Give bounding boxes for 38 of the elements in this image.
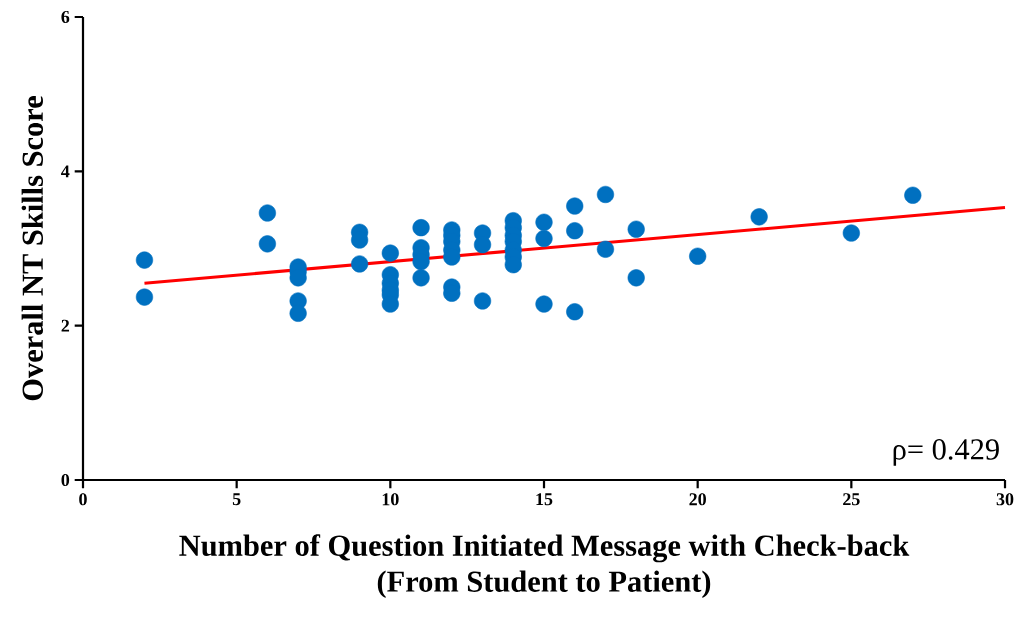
point [412, 269, 430, 287]
point [535, 295, 553, 313]
x-tick-label: 10 [382, 493, 399, 506]
point [535, 213, 553, 231]
x-tick-label: 15 [536, 493, 553, 506]
point [566, 222, 584, 240]
point [258, 204, 276, 222]
point [258, 235, 276, 253]
point [750, 208, 768, 226]
point [135, 251, 154, 269]
point [627, 269, 645, 287]
x-tick-label: 30 [996, 493, 1014, 506]
x-tick-label: 0 [79, 493, 87, 506]
point [135, 288, 154, 306]
point [412, 219, 430, 237]
point [842, 224, 860, 242]
y-tick-label: 4 [61, 165, 70, 178]
point [566, 197, 584, 215]
point [627, 220, 645, 238]
x-axis-title: Number of Question Initiated Message with Check-back (From Student to Patient) [179, 534, 910, 599]
point [473, 292, 492, 310]
annotation: ρ= 0.429 [893, 439, 999, 466]
x-tick-label: 20 [689, 493, 706, 506]
point [351, 255, 369, 273]
point [596, 185, 615, 204]
point [473, 236, 492, 254]
y-axis-title: Overall NT Skills Score [21, 96, 44, 401]
x-tick-label: 5 [232, 493, 241, 506]
y-tick-label: 2 [61, 319, 70, 332]
y-tick-label: 6 [61, 10, 70, 24]
point [535, 229, 553, 248]
point [566, 303, 584, 321]
point [596, 240, 615, 258]
point [381, 244, 399, 262]
y-tick-label: 0 [61, 473, 70, 487]
point [689, 247, 707, 265]
x-tick-label: 25 [843, 493, 860, 506]
point [904, 186, 922, 204]
